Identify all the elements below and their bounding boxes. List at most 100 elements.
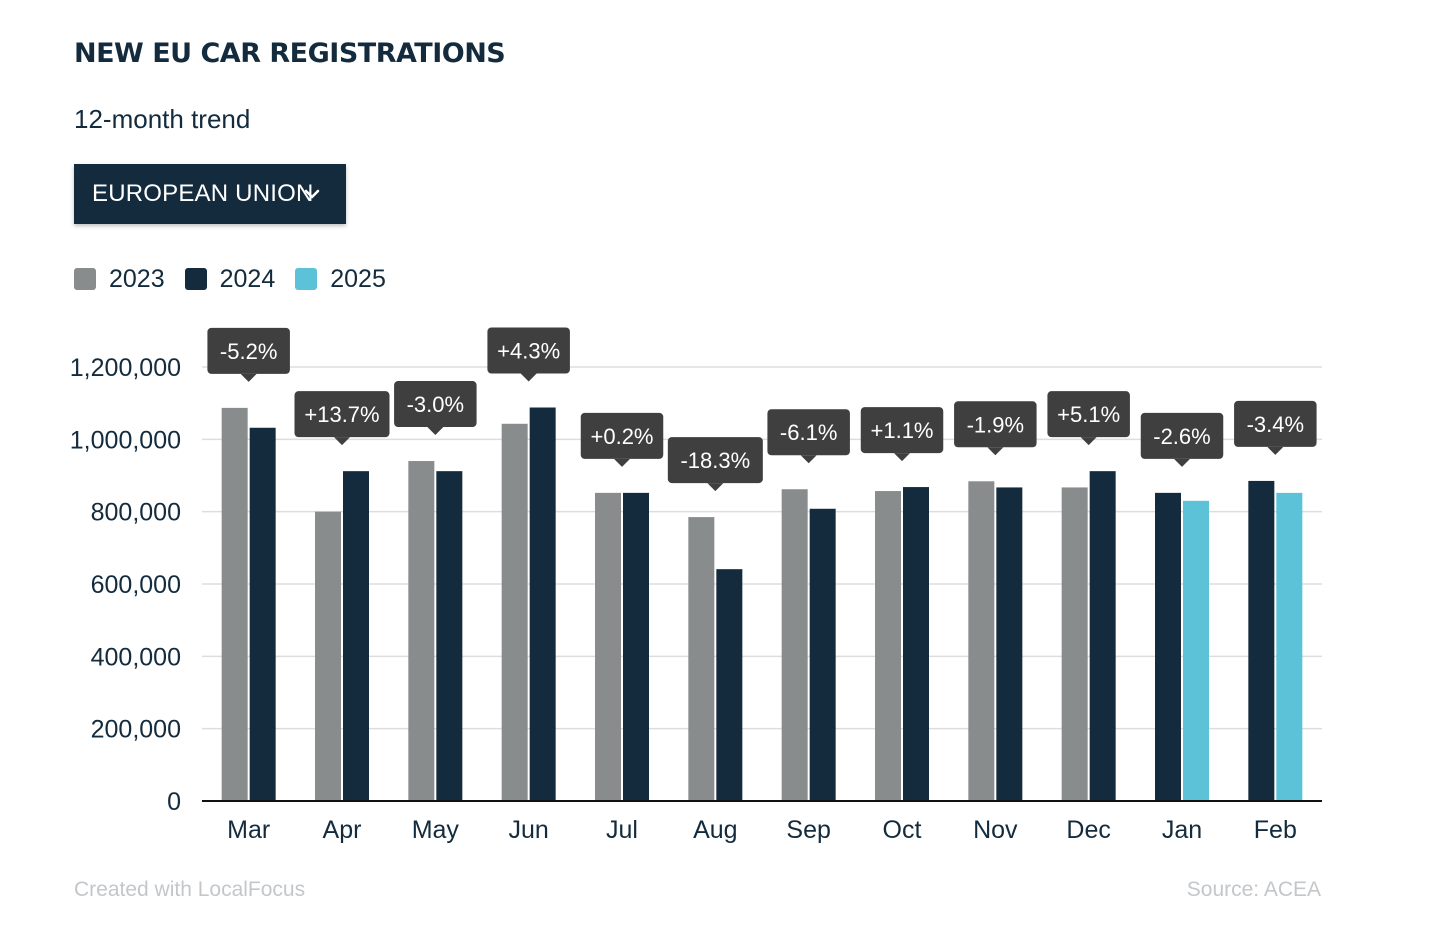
change-label-text: -5.2% bbox=[220, 339, 277, 364]
change-label-pointer bbox=[240, 373, 257, 382]
x-tick-label: Apr bbox=[323, 816, 362, 844]
legend-swatch-2025 bbox=[295, 268, 318, 290]
x-tick-label: Nov bbox=[973, 816, 1018, 844]
change-label: -1.9% bbox=[954, 401, 1037, 456]
bar-2023-oct bbox=[875, 491, 901, 801]
change-label: -2.6% bbox=[1140, 412, 1224, 467]
footer-source: Source: ACEA bbox=[1186, 878, 1321, 901]
change-label-text: +4.3% bbox=[497, 339, 560, 364]
change-label-text: +5.1% bbox=[1057, 402, 1120, 427]
change-label-box bbox=[294, 391, 390, 438]
change-label-text: -18.3% bbox=[680, 448, 750, 473]
bar-2024-apr bbox=[343, 471, 369, 801]
change-label-pointer bbox=[334, 437, 350, 446]
bar-2024-nov bbox=[996, 487, 1023, 801]
x-tick-label: Dec bbox=[1066, 816, 1110, 844]
change-label-text: +13.7% bbox=[304, 402, 379, 427]
x-tick-label: Jan bbox=[1162, 816, 1202, 844]
bar-2023-apr bbox=[315, 511, 341, 801]
bar-2024-dec bbox=[1089, 471, 1116, 801]
legend-label-2024: 2024 bbox=[219, 264, 276, 293]
bar-2023-jun bbox=[501, 423, 528, 801]
change-label: +13.7% bbox=[294, 391, 390, 446]
chevron-down-icon bbox=[304, 189, 320, 199]
change-label-box bbox=[860, 407, 944, 454]
change-label-box bbox=[207, 327, 290, 374]
change-label-box bbox=[1234, 400, 1317, 447]
y-tick-label: 400,000 bbox=[91, 643, 181, 671]
change-label: -5.2% bbox=[207, 327, 290, 382]
change-label-text: -1.9% bbox=[967, 412, 1024, 437]
bar-2023-sep bbox=[781, 489, 808, 801]
legend-swatch-2024 bbox=[184, 268, 207, 290]
y-tick-label: 1,200,000 bbox=[70, 354, 181, 382]
legend-swatch-2023 bbox=[74, 268, 96, 290]
y-tick-label: 200,000 bbox=[91, 716, 181, 744]
change-label-box bbox=[667, 437, 763, 484]
bar-2023-aug bbox=[688, 517, 715, 801]
bar-2024-feb bbox=[1248, 480, 1275, 801]
bar-2024-oct bbox=[903, 487, 929, 801]
change-label: -3.0% bbox=[394, 381, 477, 436]
change-label-box bbox=[1140, 412, 1224, 459]
change-label-pointer bbox=[1174, 458, 1190, 467]
legend-label-2025: 2025 bbox=[330, 264, 386, 293]
legend-item-2024[interactable]: 2024 bbox=[184, 264, 276, 294]
bar-2023-mar bbox=[221, 407, 248, 801]
change-label-pointer bbox=[1080, 437, 1097, 446]
footer-credit[interactable]: Created with LocalFocus bbox=[74, 878, 306, 901]
x-tick-label: Feb bbox=[1254, 816, 1297, 844]
change-label: +4.3% bbox=[487, 327, 570, 382]
change-label: -3.4% bbox=[1234, 400, 1317, 455]
bar-2023-may bbox=[408, 461, 435, 801]
change-label: -6.1% bbox=[767, 409, 850, 464]
change-label: +5.1% bbox=[1047, 391, 1130, 446]
change-label-text: -6.1% bbox=[780, 420, 837, 445]
bar-2023-jul bbox=[595, 492, 621, 801]
change-label-box bbox=[580, 412, 664, 459]
x-tick-label: Jul bbox=[606, 816, 638, 844]
bar-chart: 0 200,000 400,000 600,000 800,000 1,000,000 1,… bbox=[70, 327, 1322, 844]
change-label-pointer bbox=[614, 458, 630, 467]
change-label: -18.3% bbox=[667, 437, 763, 492]
change-label-box bbox=[767, 409, 850, 456]
x-tick-label: Aug bbox=[693, 816, 737, 844]
bar-2023-dec bbox=[1061, 487, 1088, 801]
change-label-pointer bbox=[800, 455, 817, 464]
bar-2024-mar bbox=[249, 427, 276, 801]
x-tick-label: Oct bbox=[883, 816, 922, 844]
change-label-box bbox=[1047, 391, 1130, 438]
change-label-text: +1.1% bbox=[871, 418, 934, 443]
bar-2024-aug bbox=[716, 569, 743, 801]
change-label: +1.1% bbox=[860, 407, 944, 462]
change-label-pointer bbox=[987, 447, 1004, 456]
bar-2025-jan bbox=[1183, 500, 1209, 801]
region-selector-label: EUROPEAN UNION bbox=[92, 180, 314, 207]
change-label-box bbox=[487, 327, 570, 374]
change-label-text: +0.2% bbox=[591, 424, 654, 449]
x-tick-label: Sep bbox=[786, 816, 830, 844]
change-label-pointer bbox=[520, 373, 537, 382]
y-tick-label: 1,000,000 bbox=[70, 426, 181, 454]
x-tick-label: May bbox=[412, 816, 460, 844]
chart-subtitle: 12-month trend bbox=[74, 104, 251, 134]
bar-2024-may bbox=[436, 471, 463, 801]
bar-2025-feb bbox=[1276, 492, 1303, 801]
chart-title: NEW EU CAR REGISTRATIONS bbox=[74, 38, 506, 69]
legend-label-2023: 2023 bbox=[109, 264, 165, 293]
bar-2024-jan bbox=[1155, 492, 1181, 801]
change-label-pointer bbox=[707, 483, 724, 492]
change-label-box bbox=[394, 381, 477, 428]
change-label-box bbox=[954, 401, 1037, 448]
chart-legend: 2023 2024 2025 bbox=[74, 264, 406, 294]
change-label-text: -2.6% bbox=[1153, 424, 1210, 449]
x-tick-label: Mar bbox=[227, 816, 270, 844]
region-selector-dropdown[interactable]: EUROPEAN UNION bbox=[74, 164, 346, 224]
legend-item-2023[interactable]: 2023 bbox=[74, 265, 165, 294]
legend-item-2025[interactable]: 2025 bbox=[295, 265, 386, 294]
change-label-text: -3.4% bbox=[1247, 412, 1304, 437]
bar-2024-sep bbox=[809, 508, 836, 801]
y-tick-label: 800,000 bbox=[91, 499, 181, 527]
bar-2024-jun bbox=[529, 407, 556, 801]
change-label: +0.2% bbox=[580, 412, 664, 467]
